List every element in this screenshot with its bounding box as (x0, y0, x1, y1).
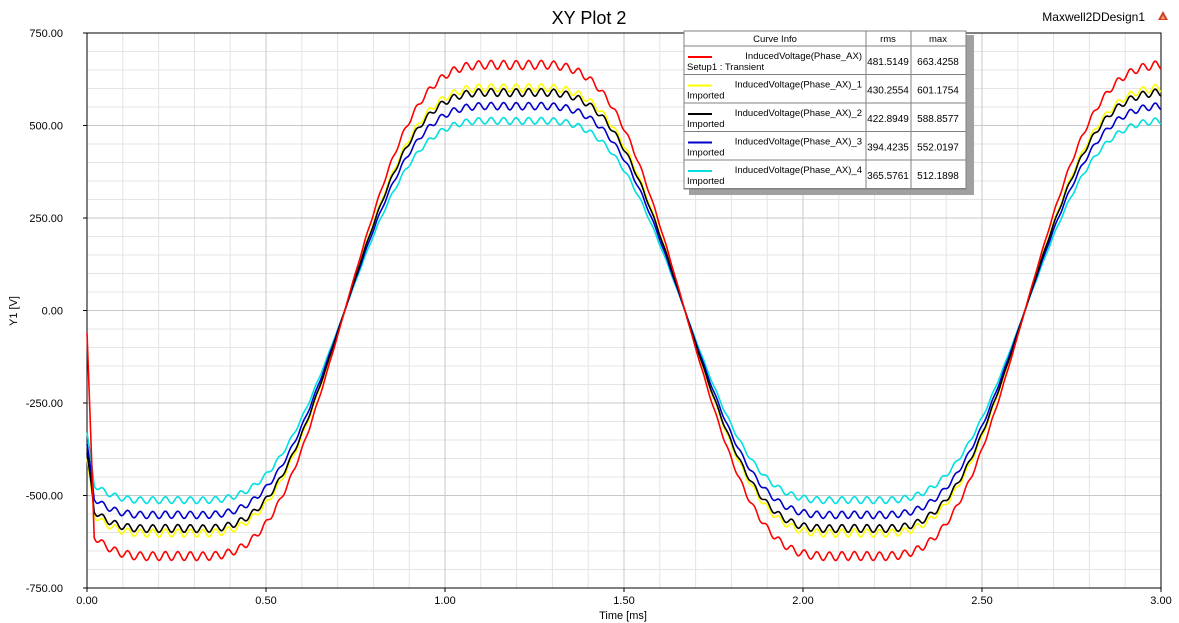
legend-max-value: 552.0197 (917, 143, 959, 154)
legend-series-name: InducedVoltage(Phase_AX)_4 (735, 165, 862, 176)
y-tick-label: -250.00 (26, 398, 63, 410)
legend-rms-value: 481.5149 (867, 57, 909, 68)
x-tick-label: 2.50 (971, 595, 992, 607)
legend-rms-value: 394.4235 (867, 143, 909, 154)
legend-header-curve: Curve Info (753, 34, 797, 45)
design-name: Maxwell2DDesign1 (1042, 10, 1145, 24)
legend-rms-value: 430.2554 (867, 86, 909, 97)
series-line-2 (86, 87, 1162, 534)
x-tick-label: 0.50 (255, 595, 276, 607)
legend-series-name: InducedVoltage(Phase_AX) (745, 51, 862, 62)
x-tick-label: 1.50 (613, 595, 634, 607)
y-tick-label: 250.00 (29, 213, 63, 225)
x-tick-label: 1.00 (434, 595, 455, 607)
legend-series-sub: Imported (687, 148, 725, 159)
legend-rms-value: 422.8949 (867, 114, 909, 125)
maxwell-logo-icon (1158, 11, 1168, 20)
legend-max-value: 588.8577 (917, 114, 959, 125)
legend-header-rms: rms (880, 34, 896, 45)
y-tick-label: 500.00 (29, 121, 63, 133)
series-line-0 (86, 59, 1162, 562)
series-line-3 (86, 101, 1162, 520)
legend-series-sub: Imported (687, 91, 725, 102)
grid (86, 32, 1162, 589)
legend-max-value: 663.4258 (917, 57, 959, 68)
x-axis-label: Time [ms] (599, 610, 647, 622)
y-tick-label: 0.00 (42, 306, 63, 318)
y-tick-label: -750.00 (26, 583, 63, 595)
y-tick-label: -500.00 (26, 491, 63, 503)
legend[interactable]: Curve Info rms max InducedVoltage(Phase_… (683, 30, 974, 195)
legend-box (683, 30, 967, 190)
axes: 0.00 0.50 1.00 1.50 2.00 2.50 3.00 750.00 500.00… (26, 28, 1172, 607)
legend-max-value: 512.1898 (917, 171, 959, 182)
plot-title: XY Plot 2 (552, 8, 627, 28)
legend-rms-value: 365.5761 (867, 171, 909, 182)
legend-series-sub: Imported (687, 119, 725, 130)
series-layer (86, 59, 1162, 562)
legend-max-value: 601.1754 (917, 86, 959, 97)
series-line-1 (86, 83, 1162, 539)
x-tick-label: 3.00 (1150, 595, 1171, 607)
legend-series-sub: Imported (687, 176, 725, 187)
y-tick-label: 750.00 (29, 28, 63, 40)
legend-header-max: max (929, 34, 947, 45)
legend-series-name: InducedVoltage(Phase_AX)_3 (735, 137, 862, 148)
series-line-4 (86, 116, 1162, 505)
legend-series-name: InducedVoltage(Phase_AX)_1 (735, 80, 862, 91)
x-tick-label: 0.00 (76, 595, 97, 607)
y-axis-label: Y1 [V] (8, 296, 20, 326)
x-tick-label: 2.00 (792, 595, 813, 607)
legend-series-sub: Setup1 : Transient (687, 62, 764, 73)
legend-series-name: InducedVoltage(Phase_AX)_2 (735, 108, 862, 119)
